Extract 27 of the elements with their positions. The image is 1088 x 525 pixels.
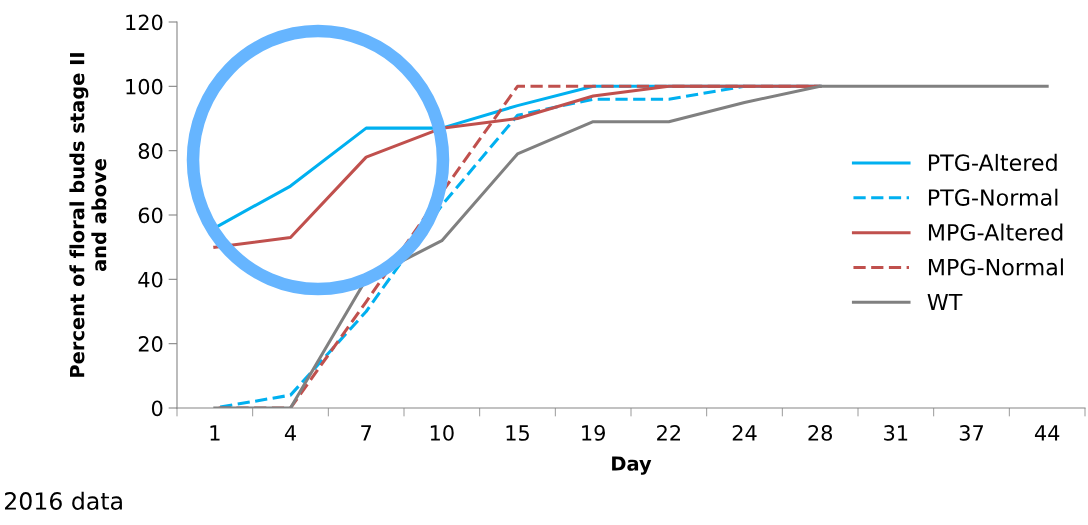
x-tick-label: 44 [1034, 425, 1060, 441]
legend-label: MPG-Altered [928, 223, 1063, 241]
y-tick-label: 100 [126, 78, 163, 95]
legend-label: MPG-Normal [928, 258, 1063, 276]
y-tick-label: 80 [138, 143, 163, 159]
x-tick-label: 10 [430, 425, 454, 441]
text: 2016 data [4, 491, 122, 510]
y-tick-label: 20 [138, 336, 163, 352]
x-tick-label: 4 [284, 425, 296, 441]
x-tick-label: 1 [210, 425, 220, 441]
x-tick-label: 24 [732, 425, 757, 441]
x-tick-label: 7 [361, 425, 372, 441]
legend-label: WT [927, 293, 963, 311]
y-tick-label: 0 [151, 400, 163, 417]
y-tick-label: 40 [138, 271, 163, 288]
x-tick-label: 22 [657, 425, 680, 441]
x-axis-title: Day [612, 456, 652, 475]
y-tick-label: 120 [126, 14, 163, 31]
y-axis-title: Percent of floral buds stage II and above [69, 53, 107, 377]
x-tick-label: 15 [506, 425, 529, 441]
legend-label: PTG-Normal [928, 188, 1058, 206]
x-tick-label: 28 [808, 425, 832, 441]
x-tick-label: 31 [884, 425, 908, 441]
y-tick-label: 60 [138, 207, 163, 224]
x-tick-label: 19 [582, 425, 605, 441]
x-tick-label: 37 [959, 425, 983, 441]
legend-label: PTG-Altered [928, 153, 1057, 172]
